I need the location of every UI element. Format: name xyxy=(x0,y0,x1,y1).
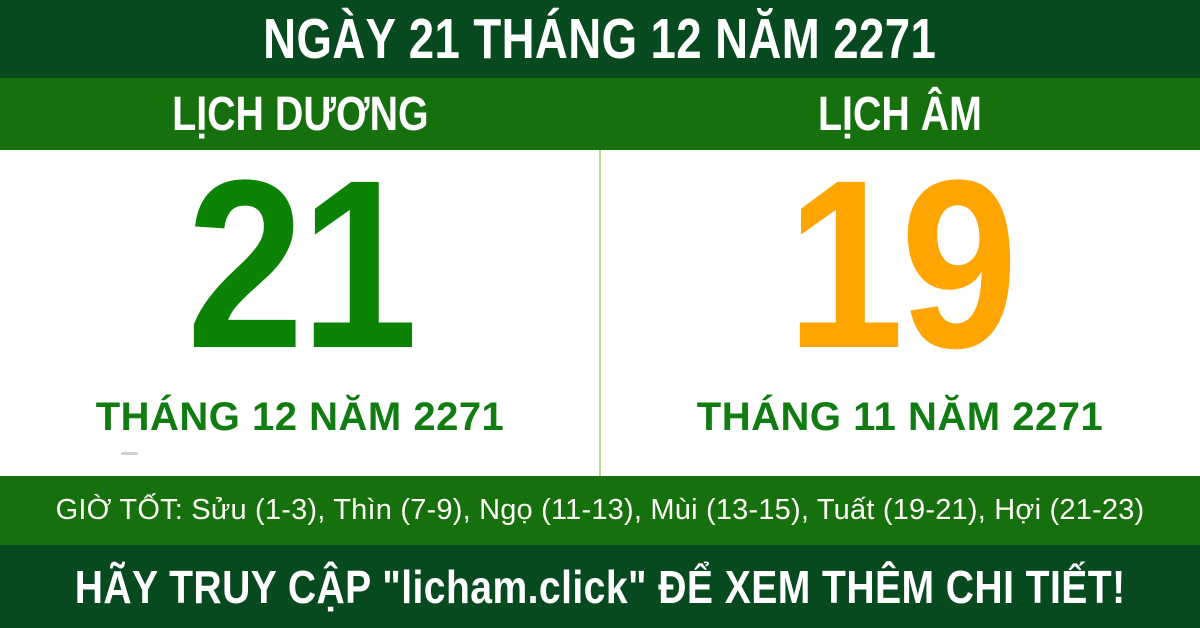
solar-day-number: 21 xyxy=(186,130,417,398)
footer-cta-text: HÃY TRUY CẬP "licham.click" ĐỂ XEM THÊM … xyxy=(74,560,1126,613)
good-hours-bar: GIỜ TỐT: Sửu (1-3), Thìn (7-9), Ngọ (11-… xyxy=(0,476,1200,545)
small-dash-mark xyxy=(121,452,138,455)
date-title-bar: NGÀY 21 THÁNG 12 NĂM 2271 xyxy=(0,0,1200,78)
lunar-header: LỊCH ÂM xyxy=(600,78,1200,150)
solar-header: LỊCH DƯƠNG xyxy=(0,78,600,150)
solar-calendar-label: LỊCH DƯƠNG xyxy=(171,87,429,141)
lunar-month-year: THÁNG 11 NĂM 2271 xyxy=(696,394,1104,439)
solar-panel: 21 THÁNG 12 NĂM 2271 xyxy=(0,130,600,476)
footer-bar: HÃY TRUY CẬP "licham.click" ĐỂ XEM THÊM … xyxy=(0,545,1200,628)
page-title: NGÀY 21 THÁNG 12 NĂM 2271 xyxy=(263,7,937,71)
good-hours-text: GIỜ TỐT: Sửu (1-3), Thìn (7-9), Ngọ (11-… xyxy=(55,494,1145,526)
column-divider xyxy=(599,150,601,476)
lunar-day-number: 19 xyxy=(786,130,1017,398)
calendar-body: 21 THÁNG 12 NĂM 2271 19 THÁNG 11 NĂM 227… xyxy=(0,130,1200,476)
calendar-type-header: LỊCH DƯƠNG LỊCH ÂM xyxy=(0,78,1200,150)
solar-month-year: THÁNG 12 NĂM 2271 xyxy=(95,394,505,439)
lunar-calendar-label: LỊCH ÂM xyxy=(818,87,982,141)
lunar-panel: 19 THÁNG 11 NĂM 2271 xyxy=(600,130,1200,476)
